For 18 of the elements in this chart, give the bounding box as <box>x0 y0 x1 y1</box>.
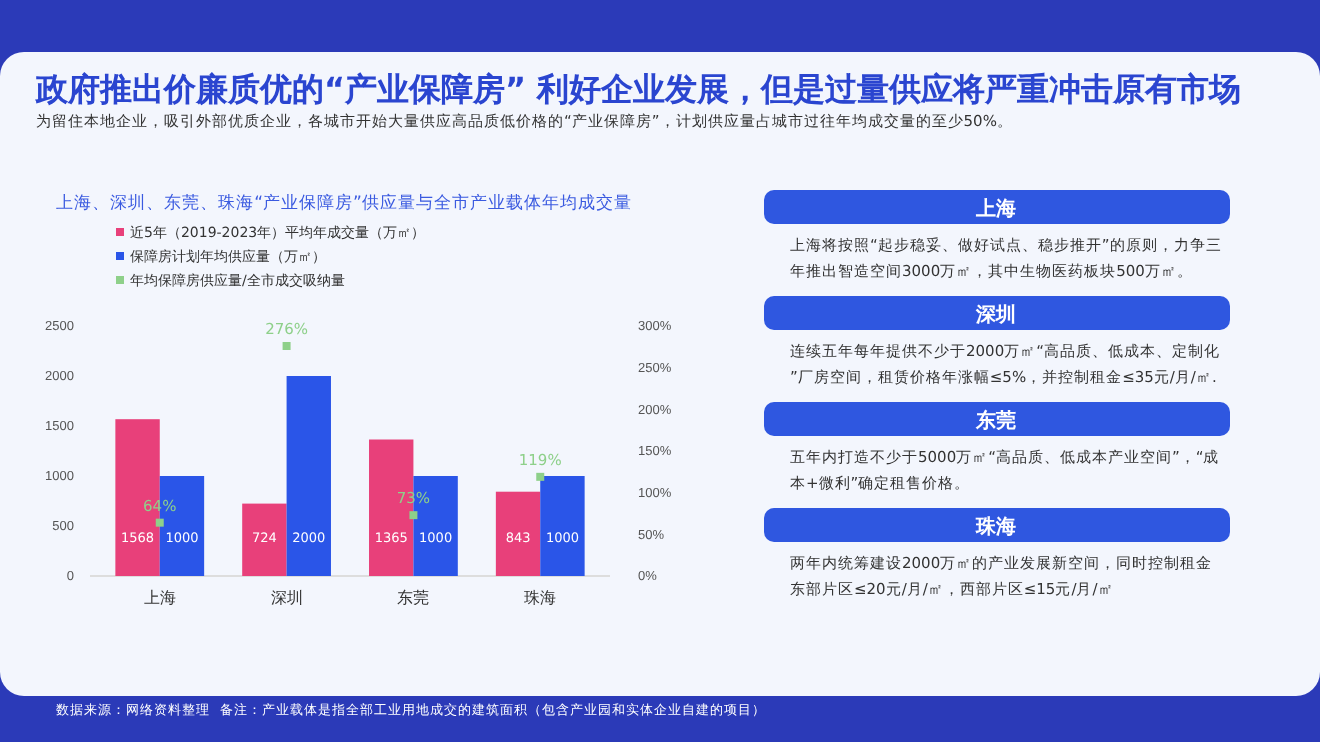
text: 珠海 <box>974 515 1016 539</box>
text: 深圳 <box>974 303 1016 327</box>
point <box>409 511 418 520</box>
x-tick-label: 上海 <box>143 589 176 608</box>
point <box>155 518 164 527</box>
point <box>282 342 291 350</box>
text: 上海、深圳、东莞、珠海“产业保障房”供应量与全市产业载体年均成交量 <box>56 192 632 214</box>
bar <box>495 491 541 576</box>
bar <box>242 503 287 576</box>
point <box>536 472 545 481</box>
x-tick-label: 珠海 <box>524 589 557 608</box>
x-tick-label: 深圳 <box>270 589 303 608</box>
bar <box>286 376 331 576</box>
x-tick-label: 东莞 <box>397 589 430 608</box>
text: 上海 <box>974 197 1016 221</box>
text: 东莞 <box>974 409 1016 433</box>
bar <box>540 476 585 576</box>
chart-title: 政府推出价廉质优的“产业保障房” 利好企业发展，但是过量供应将严重冲击原有市场 <box>34 70 1242 108</box>
